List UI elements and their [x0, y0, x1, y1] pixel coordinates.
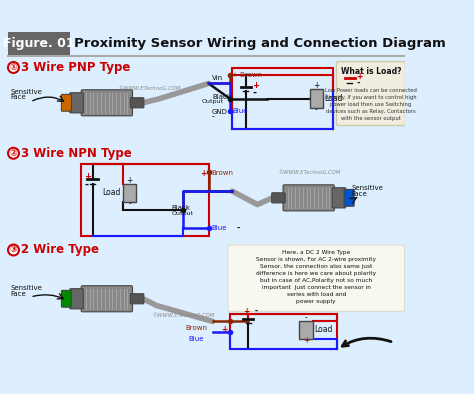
Text: -: -	[84, 180, 88, 190]
FancyBboxPatch shape	[130, 294, 144, 304]
FancyBboxPatch shape	[130, 98, 144, 108]
Text: Black: Black	[212, 94, 231, 100]
Circle shape	[8, 148, 19, 159]
FancyBboxPatch shape	[272, 193, 285, 203]
FancyBboxPatch shape	[70, 93, 83, 113]
Text: +: +	[303, 336, 310, 345]
Text: Black: Black	[172, 205, 191, 211]
Text: -: -	[212, 113, 215, 122]
Text: -: -	[356, 79, 360, 88]
Text: 2 Wire Type: 2 Wire Type	[21, 243, 99, 256]
Bar	[123, 184, 137, 202]
Circle shape	[8, 245, 19, 255]
Text: GND: GND	[212, 109, 228, 115]
Text: +: +	[221, 325, 227, 334]
Bar	[7, 55, 405, 58]
Text: ©WWW.ETechnoG.COM: ©WWW.ETechnoG.COM	[118, 86, 181, 91]
Text: ©WWW.ETechnoG.COM: ©WWW.ETechnoG.COM	[278, 170, 341, 175]
FancyBboxPatch shape	[81, 286, 133, 312]
Text: -: -	[252, 88, 256, 98]
Bar	[232, 68, 333, 129]
Bar	[310, 89, 323, 108]
Text: Sensitive: Sensitive	[10, 89, 42, 95]
Text: ②: ②	[9, 149, 17, 158]
Text: 3 Wire PNP Type: 3 Wire PNP Type	[21, 61, 130, 74]
Text: Figure. 01: Figure. 01	[3, 37, 74, 50]
Text: +: +	[84, 172, 91, 181]
Text: Sensitive: Sensitive	[352, 185, 383, 191]
FancyBboxPatch shape	[81, 90, 133, 116]
Text: Face: Face	[10, 291, 26, 297]
FancyBboxPatch shape	[62, 95, 72, 111]
Text: Face: Face	[10, 94, 26, 100]
FancyBboxPatch shape	[332, 188, 346, 208]
Text: Low Power loads can be connected
directly. If you want to control high
power loa: Low Power loads can be connected directl…	[325, 87, 417, 121]
FancyBboxPatch shape	[8, 32, 70, 55]
Text: -: -	[305, 313, 308, 322]
Text: Output: Output	[202, 99, 224, 104]
Text: What is Load?: What is Load?	[341, 67, 401, 76]
Text: +: +	[356, 72, 363, 81]
Text: Load: Load	[315, 325, 333, 335]
FancyBboxPatch shape	[70, 289, 83, 309]
Text: -: -	[237, 224, 239, 232]
FancyBboxPatch shape	[283, 185, 334, 211]
Text: -: -	[315, 105, 318, 114]
Text: +: +	[127, 176, 133, 185]
Text: Vin: Vin	[212, 75, 223, 82]
Text: +: +	[243, 307, 250, 316]
Bar	[229, 314, 337, 349]
FancyBboxPatch shape	[228, 245, 405, 311]
Bar	[300, 321, 313, 339]
Bar	[81, 164, 209, 236]
Text: + Brown: + Brown	[232, 72, 262, 78]
Text: +: +	[200, 169, 206, 178]
Text: Load: Load	[325, 94, 343, 103]
Text: 3 Wire NPN Type: 3 Wire NPN Type	[21, 147, 132, 160]
Text: Blue: Blue	[232, 108, 247, 114]
Text: ©WWW.ETechnoG.COM: ©WWW.ETechnoG.COM	[152, 313, 215, 318]
Text: Brown: Brown	[211, 171, 233, 177]
Text: ③: ③	[9, 245, 17, 255]
Text: ①: ①	[9, 63, 17, 72]
Text: Here, a DC 2 Wire Type
Sensor is shown, For AC 2-wire proximity
Sensor, the conn: Here, a DC 2 Wire Type Sensor is shown, …	[256, 250, 376, 304]
Text: Face: Face	[352, 191, 367, 197]
FancyBboxPatch shape	[62, 290, 72, 307]
Text: Blue: Blue	[211, 225, 227, 231]
Text: Proximity Sensor Wiring and Connection Diagram: Proximity Sensor Wiring and Connection D…	[74, 37, 446, 50]
Text: Blue: Blue	[188, 336, 204, 342]
Text: Load: Load	[102, 188, 120, 197]
Text: Output: Output	[172, 211, 193, 216]
Text: Sensitive: Sensitive	[10, 285, 42, 291]
FancyBboxPatch shape	[337, 61, 405, 126]
Text: -: -	[254, 307, 257, 316]
Text: Brown: Brown	[185, 325, 207, 331]
Text: +: +	[313, 82, 319, 91]
Text: +: +	[252, 81, 259, 90]
Circle shape	[8, 62, 19, 73]
Text: -: -	[128, 199, 131, 208]
FancyBboxPatch shape	[344, 190, 354, 206]
